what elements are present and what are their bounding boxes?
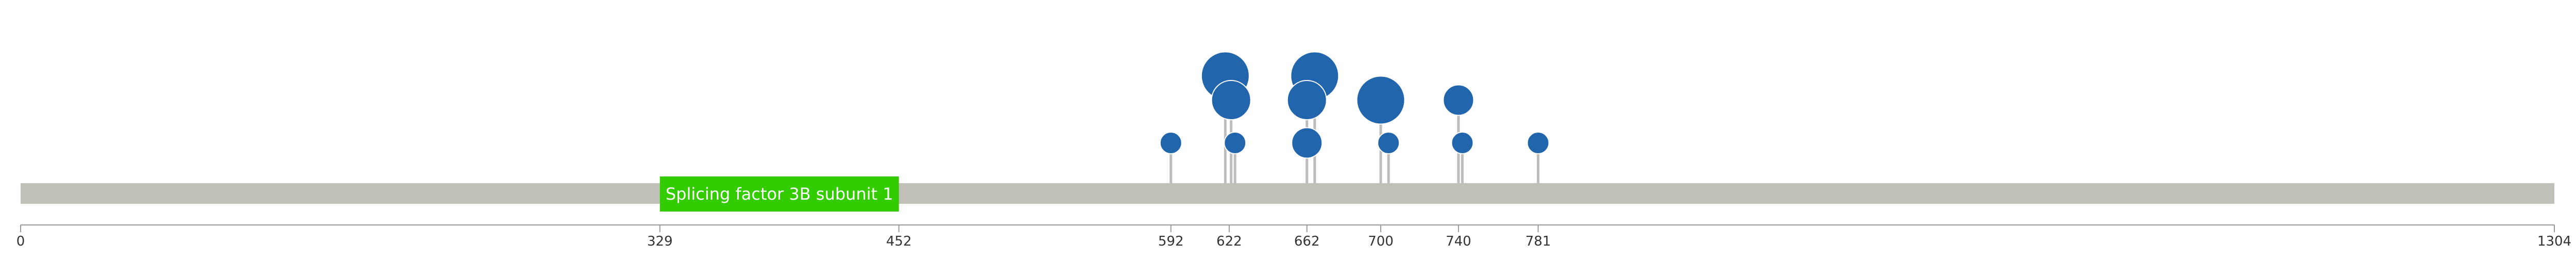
axis-tick-label: 662 bbox=[1294, 234, 1320, 249]
mutation-circle bbox=[1286, 80, 1327, 120]
mutation-circle bbox=[1377, 132, 1400, 154]
axis-tick-label: 781 bbox=[1526, 234, 1551, 249]
axis-tick-label: 740 bbox=[1446, 234, 1471, 249]
mutation-circle bbox=[1159, 132, 1182, 154]
axis-tick-label: 592 bbox=[1158, 234, 1184, 249]
axis-tick-label: 452 bbox=[886, 234, 912, 249]
mutation-circle bbox=[1527, 132, 1550, 154]
axis-tick-label: 0 bbox=[16, 234, 25, 249]
mutation-circle bbox=[1224, 132, 1247, 154]
mutation-circle bbox=[1451, 132, 1474, 154]
axis-tick-label: 622 bbox=[1216, 234, 1242, 249]
mutation-circle bbox=[1291, 127, 1323, 159]
axis-tick-label: 329 bbox=[647, 234, 673, 249]
protein-backbone bbox=[21, 183, 2554, 204]
mutation-circle bbox=[1211, 80, 1251, 120]
mutation-circles-layer bbox=[1159, 51, 1550, 159]
axis-tick-label: 1304 bbox=[2537, 234, 2571, 249]
axis-tick-label: 700 bbox=[1368, 234, 1394, 249]
domain-box bbox=[659, 176, 899, 212]
mutation-circle bbox=[1443, 84, 1475, 116]
domain-label: Splicing factor 3B subunit 1 bbox=[666, 184, 893, 204]
domains-layer: Splicing factor 3B subunit 1 bbox=[659, 176, 899, 212]
x-axis-ticks: 0 329 452 592 622 662 700 740 781 1304 bbox=[16, 225, 2571, 249]
mutation-circle bbox=[1356, 75, 1405, 125]
